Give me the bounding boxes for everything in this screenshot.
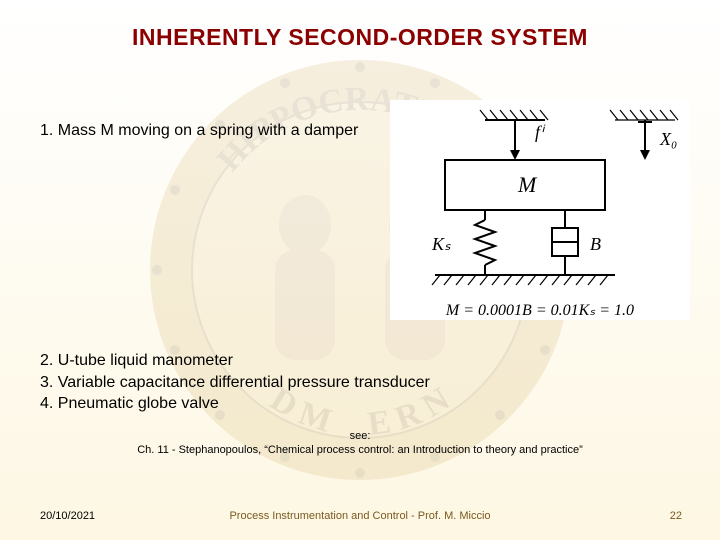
example-1: 1. Mass M moving on a spring with a damp… — [40, 120, 370, 142]
label-Ks: Kₛ — [431, 234, 451, 254]
list-item: 3. Variable capacitance differential pre… — [40, 372, 680, 394]
example-list: 2. U-tube liquid manometer 3. Variable c… — [40, 350, 680, 415]
reference-note: see: Ch. 11 - Stephanopoulos, “Chemical … — [0, 430, 720, 458]
footer-center: Process Instrumentation and Control - Pr… — [0, 510, 720, 522]
label-B: B — [590, 234, 601, 254]
label-M: M — [517, 172, 538, 197]
list-item: 2. U-tube liquid manometer — [40, 350, 680, 372]
equation: M = 0.0001B = 0.01Kₛ = 1.0 — [390, 300, 690, 320]
spring-mass-damper-diagram: fⁱ X₀ M Kₛ — [390, 100, 690, 320]
list-item: 4. Pneumatic globe valve — [40, 393, 680, 415]
footer-page-number: 22 — [670, 510, 682, 522]
label-fi: fⁱ — [535, 122, 546, 142]
see-line1: see: — [0, 430, 720, 444]
label-x0: X₀ — [659, 129, 677, 149]
see-line2: Ch. 11 - Stephanopoulos, “Chemical proce… — [0, 444, 720, 458]
slide: HIPPOCRATICA C D M E R N INHERENTLY SECO… — [0, 0, 720, 540]
slide-title: INHERENTLY SECOND-ORDER SYSTEM — [0, 24, 720, 51]
